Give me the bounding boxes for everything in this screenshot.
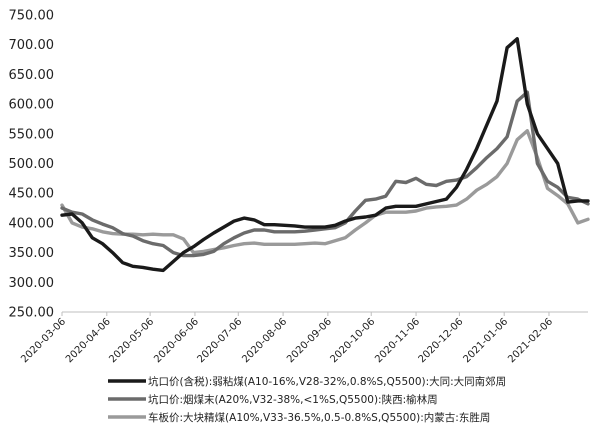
- y-tick-label: 250.00: [9, 306, 55, 321]
- x-tick-label: 2020-05-06: [107, 316, 156, 365]
- series-line-3: [60, 129, 590, 255]
- y-tick-label: 400.00: [9, 216, 55, 231]
- x-tick-label: 2020-08-06: [240, 316, 289, 365]
- y-tick-label: 450.00: [9, 187, 55, 202]
- y-tick-label: 350.00: [9, 246, 55, 261]
- x-tick-label: 2020-06-06: [152, 316, 201, 365]
- legend: 坑口价(含税):弱粘煤(A10-16%,V28-32%,0.8%S,Q5500)…: [108, 375, 506, 424]
- series-lines: [60, 37, 590, 273]
- legend-label-2: 坑口价:烟煤末(A20%,V32-38%,<1%S,Q5500):陕西:榆林周: [148, 393, 438, 406]
- x-tick-label: 2020-10-06: [328, 316, 377, 365]
- x-tick-label: 2020-07-06: [196, 316, 245, 365]
- y-tick-label: 600.00: [9, 98, 55, 113]
- x-tick-label: 2020-03-06: [19, 316, 68, 365]
- x-axis: 2020-03-062020-04-062020-05-062020-06-06…: [19, 311, 588, 365]
- y-tick-label: 550.00: [9, 127, 55, 142]
- x-tick-label: 2020-12-06: [417, 316, 466, 365]
- x-tick-label: 2020-11-06: [373, 316, 422, 365]
- y-tick-label: 750.00: [9, 9, 55, 24]
- y-tick-label: 700.00: [9, 38, 55, 53]
- x-tick-label: 2021-02-06: [506, 316, 555, 365]
- x-tick-label: 2020-09-06: [285, 316, 334, 365]
- legend-label-1: 坑口价(含税):弱粘煤(A10-16%,V28-32%,0.8%S,Q5500)…: [148, 375, 506, 388]
- legend-label-3: 车板价:大块精煤(A10%,V33-36.5%,0.5-0.8%S,Q5500)…: [148, 411, 490, 424]
- y-axis: 250.00 300.00 350.00 400.00 450.00 500.00 550.…: [9, 9, 55, 321]
- series-line-2: [60, 90, 590, 258]
- x-tick-label: 2020-04-06: [64, 316, 113, 365]
- y-tick-label: 650.00: [9, 68, 55, 83]
- y-tick-label: 500.00: [9, 157, 55, 172]
- x-tick-label: 2021-01-06: [461, 316, 510, 365]
- y-tick-label: 300.00: [9, 276, 55, 291]
- series-line-1: [60, 37, 590, 273]
